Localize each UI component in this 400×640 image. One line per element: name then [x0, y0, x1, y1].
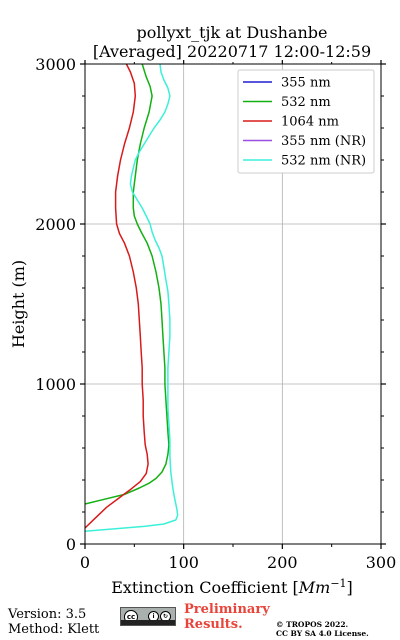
version-text: Version: 3.5: [8, 607, 87, 622]
preliminary-line2: Results.: [184, 617, 243, 632]
x-tick-label: 300: [366, 553, 397, 572]
series-line-1064-nm: [84, 63, 149, 529]
legend-box: [237, 69, 375, 174]
extinction-profile-chart: pollyxt_tjk at Dushanbe [Averaged] 20220…: [9, 23, 396, 597]
x-tick-label: 200: [267, 553, 298, 572]
chart-title-line1: pollyxt_tjk at Dushanbe: [136, 23, 327, 42]
copyright-line1: © TROPOS 2022.: [276, 620, 349, 629]
x-tick-label: 100: [168, 553, 199, 572]
x-tick-label: 0: [80, 553, 90, 572]
legend-entry: 1064 nm: [281, 115, 339, 130]
copyright-text: © TROPOS 2022. CC BY SA 4.0 License.: [276, 620, 369, 638]
series-line-532-nm-nr-: [84, 63, 179, 532]
series-line-532-nm: [84, 63, 170, 505]
creative-commons-by-sa-icon: cc i ↻: [120, 607, 176, 626]
x-axis-label: Extinction Coefficient [Mm−1]: [111, 577, 353, 597]
series-layer: [84, 63, 179, 532]
y-tick-label: 0: [66, 535, 76, 554]
legend-entry: 355 nm: [281, 76, 331, 91]
y-tick-label: 3000: [35, 55, 76, 74]
chart-title-line2: [Averaged] 20220717 12:00-12:59: [93, 42, 371, 61]
legend: 355 nm 532 nm 1064 nm 355 nm (NR) 532 nm (NR…: [237, 69, 375, 174]
license-line: CC BY SA 4.0 License.: [276, 629, 369, 638]
y-axis-label: Height (m): [9, 260, 28, 348]
preliminary-line1: Preliminary: [184, 602, 270, 617]
preliminary-results-text: Preliminary Results.: [184, 602, 270, 632]
legend-entry: 355 nm (NR): [281, 134, 366, 149]
legend-entry: 532 nm (NR): [281, 154, 366, 169]
y-tick-label: 1000: [35, 375, 76, 394]
legend-entry: 532 nm: [281, 95, 331, 110]
method-text: Method: Klett: [8, 622, 100, 637]
y-tick-label: 2000: [35, 215, 76, 234]
